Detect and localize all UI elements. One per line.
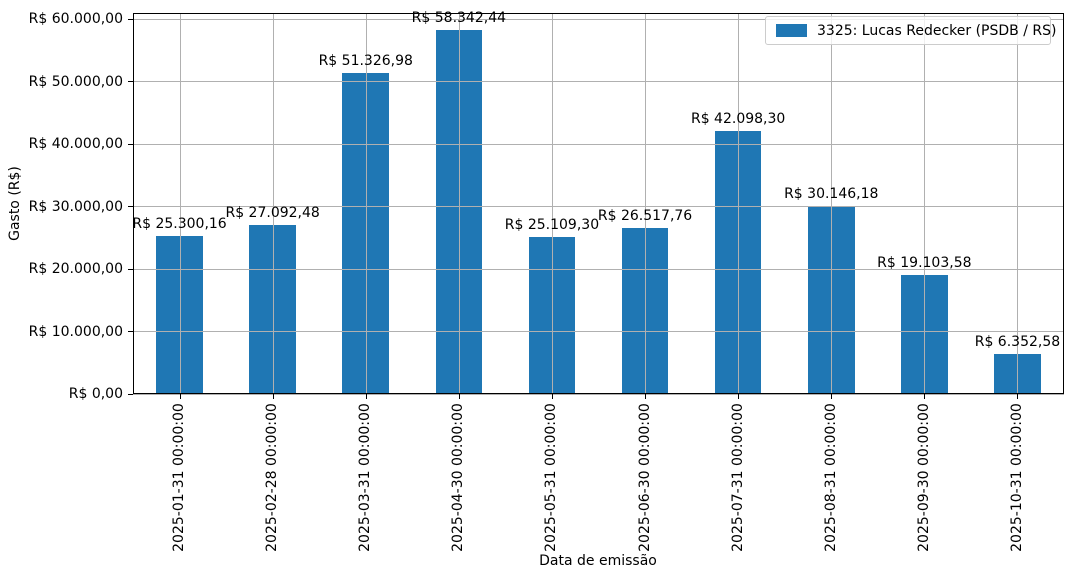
x-tick-mark [924, 394, 926, 399]
x-tick-mark [1017, 394, 1019, 399]
x-axis-title: Data de emissão [539, 553, 657, 569]
bar-value-label: R$ 6.352,58 [974, 334, 1061, 351]
gridline-h [133, 393, 1064, 395]
bar [435, 29, 483, 394]
y-tick-label: R$ 40.000,00 [28, 136, 123, 153]
y-tick-mark [128, 331, 133, 333]
bar-value-label: R$ 19.103,58 [877, 254, 972, 271]
x-tick-label: 2025-02-28 00:00:00 [263, 403, 280, 552]
y-tick-label: R$ 10.000,00 [28, 323, 123, 340]
gridline-v [1017, 13, 1019, 394]
bar [807, 205, 855, 394]
y-tick-mark [128, 81, 133, 83]
bar-value-label: R$ 26.517,76 [597, 208, 693, 225]
x-tick-label: 2025-10-31 00:00:00 [1008, 403, 1025, 552]
gridline-v [272, 13, 274, 394]
gridline-v [738, 13, 740, 394]
bar-value-label: R$ 51.326,98 [318, 53, 413, 70]
gridline-v [831, 13, 833, 394]
bar-value-label: R$ 42.098,30 [690, 111, 786, 128]
gridline-v [645, 13, 647, 394]
x-tick-mark [645, 394, 647, 399]
y-tick-label: R$ 60.000,00 [28, 11, 123, 28]
bar [342, 73, 390, 394]
y-tick-label: R$ 50.000,00 [28, 73, 123, 90]
x-tick-mark [831, 394, 833, 399]
legend-swatch [776, 24, 807, 37]
gridline-h [133, 18, 1064, 20]
x-tick-label: 2025-01-31 00:00:00 [170, 403, 187, 552]
y-tick-label: R$ 30.000,00 [28, 198, 123, 215]
x-tick-label: 2025-04-30 00:00:00 [450, 403, 467, 552]
x-tick-mark [551, 394, 553, 399]
gridline-v [179, 13, 181, 394]
gridline-v [365, 13, 367, 394]
bar-value-label: R$ 25.300,16 [132, 215, 227, 232]
bar-value-label: R$ 25.109,30 [504, 217, 600, 234]
y-tick-mark [128, 18, 133, 20]
legend: 3325: Lucas Redecker (PSDB / RS) [765, 16, 1056, 45]
x-tick-mark [365, 394, 367, 399]
legend-label: 3325: Lucas Redecker (PSDB / RS) [817, 22, 1057, 39]
gridline-v [458, 13, 460, 394]
y-tick-mark [128, 206, 133, 208]
x-tick-label: 2025-07-31 00:00:00 [729, 403, 746, 552]
bar [901, 274, 948, 394]
y-tick-mark [128, 143, 133, 145]
y-tick-label: R$ 20.000,00 [28, 261, 123, 278]
y-tick-label: R$ 0,00 [68, 386, 123, 402]
gridline-v [551, 13, 553, 394]
x-tick-mark [272, 394, 274, 399]
bar-value-label: R$ 58.342,44 [411, 9, 507, 26]
x-tick-label: 2025-09-30 00:00:00 [915, 403, 932, 552]
gridline-h [133, 206, 1064, 208]
x-tick-label: 2025-05-31 00:00:00 [543, 403, 560, 552]
gridline-h [133, 331, 1064, 333]
gridline-h [133, 268, 1064, 270]
y-tick-mark [128, 393, 133, 395]
gridline-h [133, 143, 1064, 145]
x-tick-mark [179, 394, 181, 399]
bar-value-label: R$ 30.146,18 [784, 185, 879, 202]
x-tick-label: 2025-03-31 00:00:00 [357, 403, 374, 552]
gridline-h [133, 81, 1064, 83]
x-tick-mark [738, 394, 740, 399]
bar-value-label: R$ 27.092,48 [225, 204, 320, 221]
y-tick-mark [128, 268, 133, 270]
x-tick-mark [458, 394, 460, 399]
bar [156, 235, 203, 394]
gridline-v [924, 13, 926, 394]
x-tick-label: 2025-06-30 00:00:00 [636, 403, 653, 552]
bar [621, 228, 669, 394]
x-tick-label: 2025-08-31 00:00:00 [822, 403, 839, 552]
